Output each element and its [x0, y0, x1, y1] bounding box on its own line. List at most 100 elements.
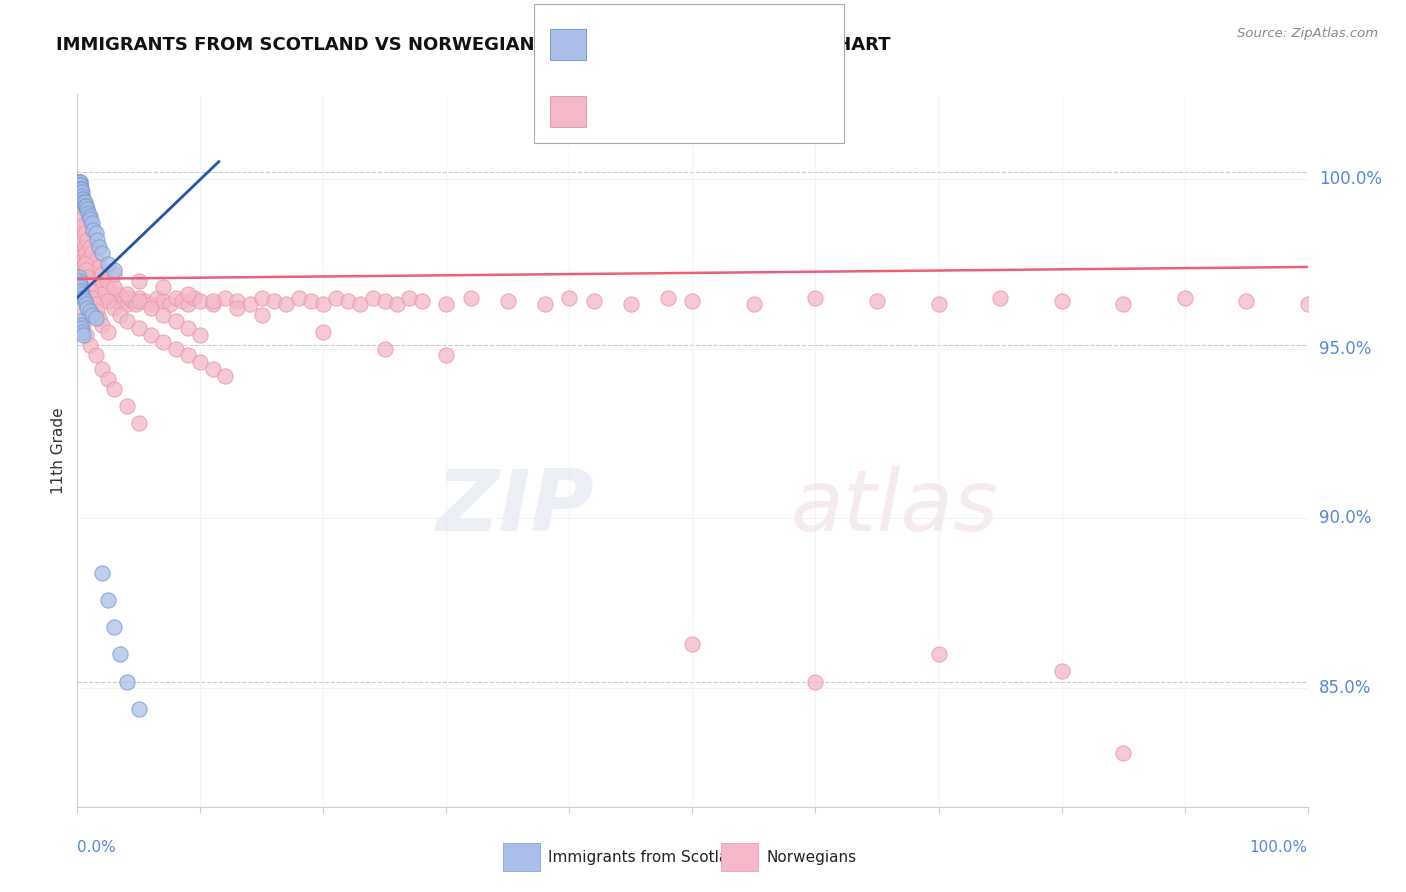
Text: 85.0%: 85.0% — [1319, 680, 1371, 698]
Point — [82, 308, 104, 322]
Text: Norwegians: Norwegians — [766, 850, 856, 864]
Text: Immigrants from Scotland: Immigrants from Scotland — [548, 850, 748, 864]
Text: IMMIGRANTS FROM SCOTLAND VS NORWEGIAN 11TH GRADE CORRELATION CHART: IMMIGRANTS FROM SCOTLAND VS NORWEGIAN 11… — [56, 36, 891, 54]
Point — [86, 280, 108, 294]
Point — [226, 301, 249, 315]
Point — [97, 325, 120, 339]
Point — [152, 334, 174, 349]
Point — [84, 277, 107, 291]
Point — [67, 178, 90, 193]
Point — [201, 362, 224, 376]
Point — [385, 297, 409, 311]
Point — [110, 308, 132, 322]
Point — [226, 293, 249, 308]
Point — [337, 293, 360, 308]
Point — [90, 362, 114, 376]
Point — [72, 195, 94, 210]
Point — [84, 348, 107, 362]
Point — [1296, 297, 1319, 311]
Point — [177, 297, 200, 311]
Point — [69, 185, 91, 199]
Point — [103, 620, 125, 634]
Point — [90, 267, 114, 281]
Point — [90, 318, 114, 332]
Point — [86, 233, 108, 247]
Point — [67, 175, 90, 189]
Point — [79, 260, 101, 274]
Text: 90.0%: 90.0% — [1319, 509, 1371, 527]
Point — [620, 297, 643, 311]
Point — [349, 297, 371, 311]
Point — [67, 178, 90, 193]
Point — [188, 327, 212, 342]
Point — [398, 291, 420, 305]
Point — [90, 246, 114, 260]
Text: 95.0%: 95.0% — [1319, 340, 1371, 358]
Point — [79, 277, 101, 291]
Point — [115, 399, 138, 413]
Point — [70, 256, 93, 270]
Point — [374, 342, 396, 356]
Point — [86, 304, 108, 318]
Point — [97, 256, 120, 270]
Point — [115, 287, 138, 301]
Point — [90, 566, 114, 580]
Point — [80, 280, 103, 294]
Point — [82, 216, 104, 230]
Point — [214, 368, 236, 383]
Point — [76, 301, 98, 315]
Point — [141, 301, 163, 315]
Point — [82, 246, 104, 260]
Point — [134, 293, 156, 308]
Point — [75, 199, 97, 213]
Point — [128, 291, 150, 305]
Point — [70, 219, 93, 234]
Point — [682, 637, 704, 651]
Point — [183, 291, 205, 305]
Point — [72, 253, 94, 268]
Point — [128, 321, 150, 335]
Point — [1174, 291, 1197, 305]
Point — [76, 233, 98, 247]
Point — [72, 327, 94, 342]
Point — [72, 233, 94, 247]
Point — [79, 304, 101, 318]
Point — [76, 270, 98, 285]
Point — [115, 297, 138, 311]
Point — [657, 291, 679, 305]
Point — [79, 212, 101, 227]
Point — [73, 256, 96, 270]
Point — [70, 212, 93, 227]
Point — [67, 175, 90, 189]
Text: N =: N = — [717, 103, 756, 120]
Point — [77, 274, 100, 288]
Point — [534, 297, 557, 311]
Point — [103, 263, 125, 277]
Point — [70, 308, 93, 322]
Point — [97, 372, 120, 386]
Point — [97, 274, 120, 288]
Point — [76, 270, 98, 285]
Point — [90, 287, 114, 301]
Point — [1112, 297, 1135, 311]
Text: 100.0%: 100.0% — [1319, 169, 1382, 187]
Point — [67, 256, 90, 270]
Point — [67, 175, 90, 189]
Point — [83, 297, 105, 311]
Point — [146, 291, 169, 305]
Point — [72, 318, 94, 332]
Point — [97, 593, 120, 607]
Point — [188, 293, 212, 308]
Text: atlas: atlas — [792, 466, 998, 549]
Point — [110, 648, 132, 662]
Point — [90, 284, 114, 298]
Point — [82, 280, 104, 294]
Point — [112, 293, 135, 308]
Text: 64: 64 — [752, 36, 778, 54]
Point — [201, 297, 224, 311]
Point — [250, 308, 273, 322]
Point — [101, 287, 124, 301]
Point — [165, 291, 187, 305]
Point — [152, 293, 174, 308]
Point — [742, 297, 765, 311]
